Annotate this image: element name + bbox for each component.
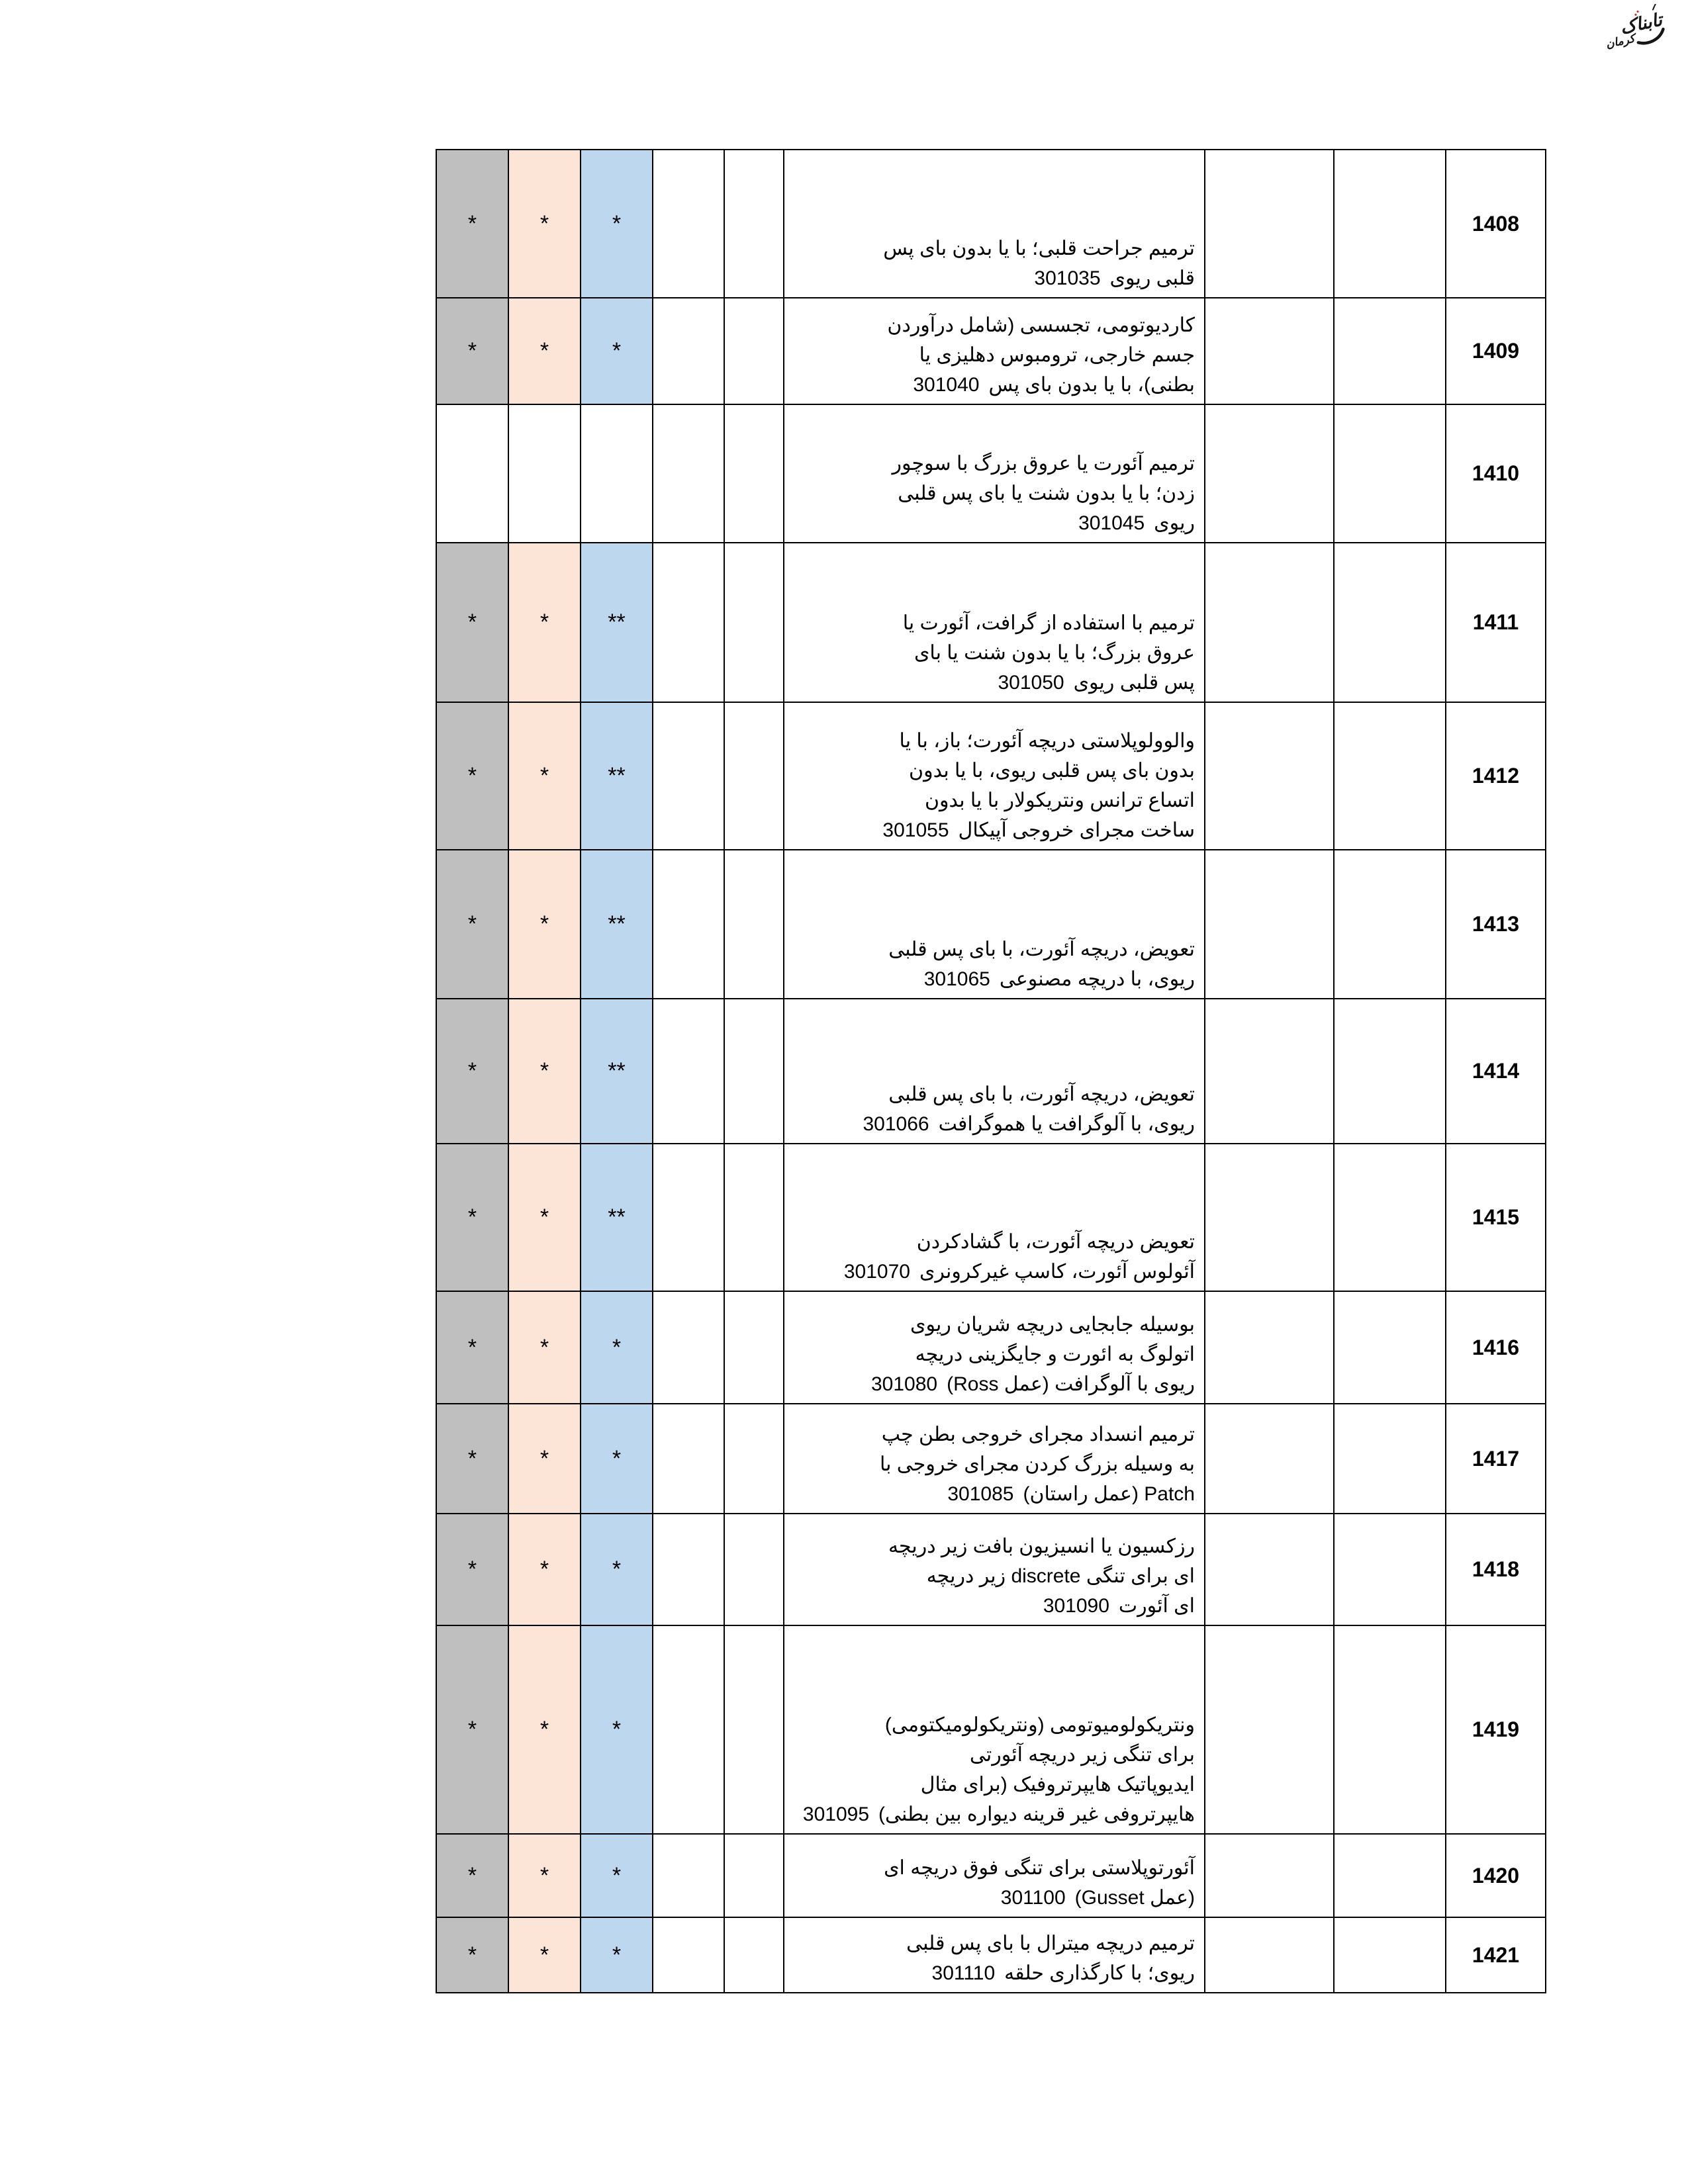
svg-text:کرمان: کرمان xyxy=(1605,32,1638,52)
